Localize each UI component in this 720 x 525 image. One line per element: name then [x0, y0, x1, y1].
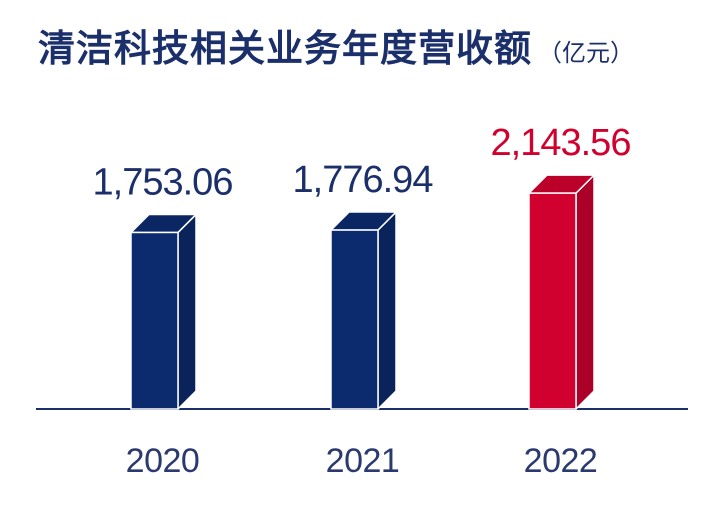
chart-title-block: 清洁科技相关业务年度营收额 （亿元）	[38, 18, 634, 72]
bar-side-2021	[377, 211, 397, 410]
chart-unit: （亿元）	[538, 39, 634, 67]
category-label-2021: 2021	[326, 442, 400, 480]
category-label-2022: 2022	[524, 442, 598, 480]
bar-side-2022	[575, 174, 595, 410]
bar-front-2021	[330, 229, 379, 410]
value-label-2021: 1,776.94	[293, 159, 434, 201]
bar-side-2020	[177, 213, 197, 410]
bar-front-2020	[130, 231, 179, 410]
value-label-2020: 1,753.06	[93, 161, 233, 203]
category-label-2020: 2020	[126, 442, 200, 480]
bar-2020	[130, 213, 197, 410]
bar-front-2022	[528, 192, 577, 410]
chart-title: 清洁科技相关业务年度营收额	[38, 27, 532, 70]
value-label-2022: 2,143.56	[491, 122, 631, 164]
bar-2021	[330, 211, 397, 410]
bar-2022	[528, 174, 595, 410]
